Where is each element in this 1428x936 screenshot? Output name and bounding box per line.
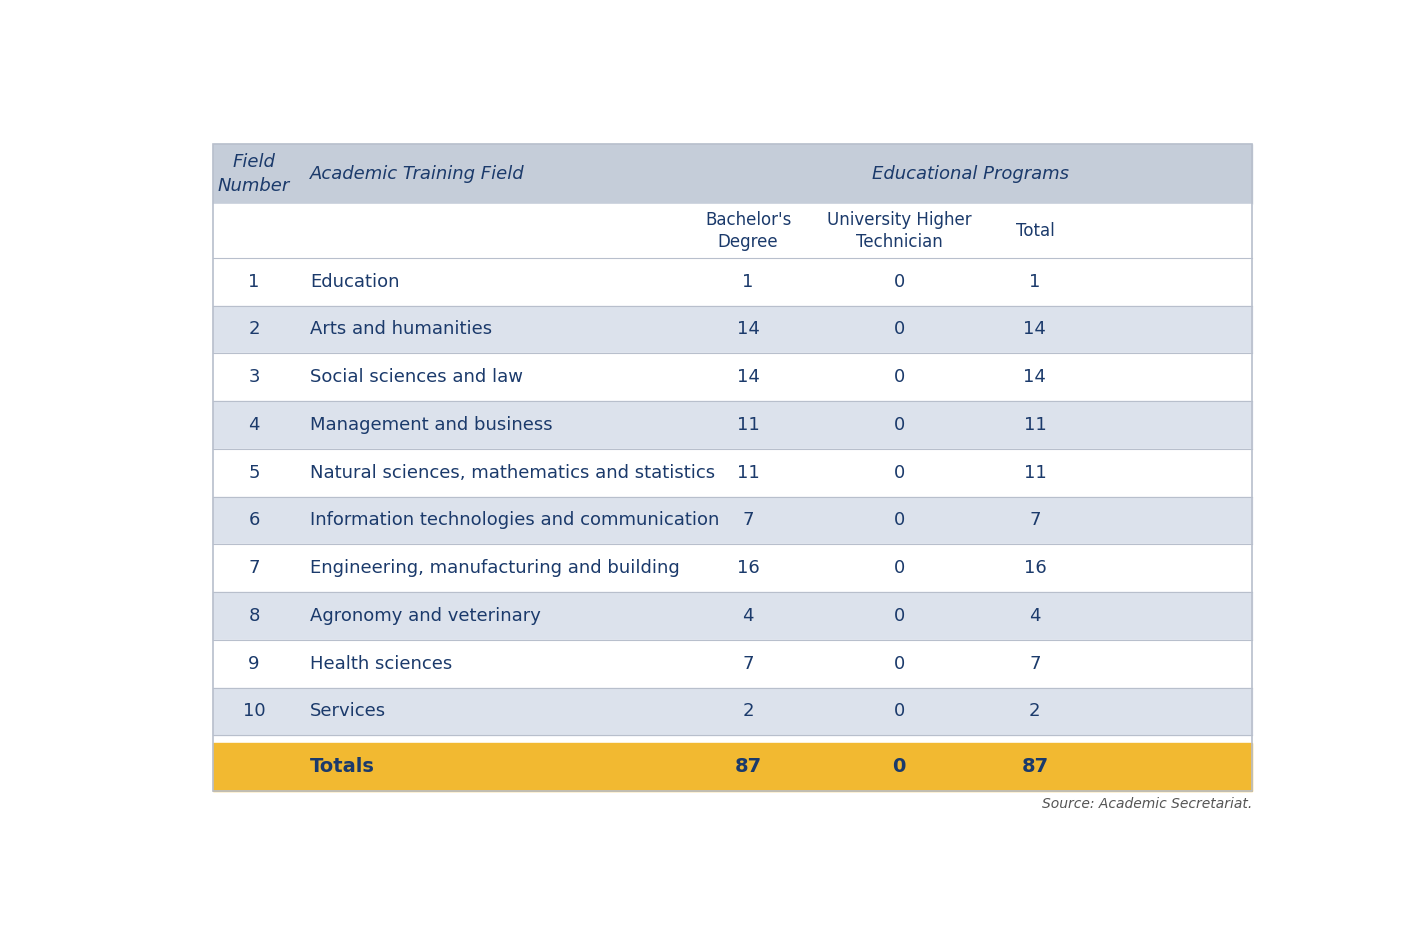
Text: 0: 0: [894, 463, 905, 482]
Text: 87: 87: [1021, 757, 1048, 776]
Text: 1: 1: [1030, 272, 1041, 291]
Text: 0: 0: [894, 368, 905, 387]
Text: 0: 0: [894, 416, 905, 434]
Text: 7: 7: [1030, 511, 1041, 530]
Text: 11: 11: [1024, 463, 1047, 482]
Text: 7: 7: [743, 654, 754, 673]
Text: Academic Training Field: Academic Training Field: [310, 165, 526, 183]
Text: 0: 0: [892, 757, 905, 776]
Text: 16: 16: [737, 559, 760, 578]
Text: Source: Academic Secretariat.: Source: Academic Secretariat.: [1041, 797, 1252, 811]
Text: Bachelor's
Degree: Bachelor's Degree: [705, 211, 791, 251]
Text: 14: 14: [737, 368, 760, 387]
Text: Health sciences: Health sciences: [310, 654, 453, 673]
Text: 2: 2: [1030, 702, 1041, 721]
Text: 0: 0: [894, 702, 905, 721]
Text: Arts and humanities: Arts and humanities: [310, 320, 493, 339]
Bar: [213, 353, 1252, 401]
Text: Total: Total: [1015, 222, 1054, 240]
Bar: [213, 743, 1252, 791]
Bar: [213, 144, 1252, 204]
Text: 9: 9: [248, 654, 260, 673]
Text: Information technologies and communication: Information technologies and communicati…: [310, 511, 720, 530]
Bar: [213, 401, 1252, 448]
Text: 10: 10: [243, 702, 266, 721]
Text: 2: 2: [248, 320, 260, 339]
Text: 14: 14: [737, 320, 760, 339]
Bar: [213, 305, 1252, 353]
Text: Engineering, manufacturing and building: Engineering, manufacturing and building: [310, 559, 680, 578]
Text: Totals: Totals: [310, 757, 376, 776]
Text: 87: 87: [734, 757, 761, 776]
Text: 11: 11: [737, 463, 760, 482]
Text: Services: Services: [310, 702, 387, 721]
Bar: [213, 204, 1252, 257]
Text: 7: 7: [743, 511, 754, 530]
Text: 0: 0: [894, 511, 905, 530]
Text: Field
Number: Field Number: [218, 154, 290, 195]
Text: 3: 3: [248, 368, 260, 387]
Text: Natural sciences, mathematics and statistics: Natural sciences, mathematics and statis…: [310, 463, 715, 482]
Text: 4: 4: [1030, 607, 1041, 625]
Text: 1: 1: [743, 272, 754, 291]
Text: 4: 4: [248, 416, 260, 434]
Bar: [213, 257, 1252, 305]
Bar: [213, 640, 1252, 688]
Text: 0: 0: [894, 272, 905, 291]
Text: 0: 0: [894, 607, 905, 625]
Bar: [213, 448, 1252, 497]
Bar: [213, 545, 1252, 592]
Text: Education: Education: [310, 272, 400, 291]
Text: 11: 11: [1024, 416, 1047, 434]
Bar: [213, 592, 1252, 640]
Text: 7: 7: [248, 559, 260, 578]
Text: 1: 1: [248, 272, 260, 291]
Text: 5: 5: [248, 463, 260, 482]
Bar: [213, 688, 1252, 736]
Text: 0: 0: [894, 320, 905, 339]
Text: 6: 6: [248, 511, 260, 530]
Text: Educational Programs: Educational Programs: [873, 165, 1070, 183]
Text: 11: 11: [737, 416, 760, 434]
Bar: [213, 497, 1252, 545]
Text: 4: 4: [743, 607, 754, 625]
Text: 16: 16: [1024, 559, 1047, 578]
Text: 7: 7: [1030, 654, 1041, 673]
Text: 8: 8: [248, 607, 260, 625]
Text: Social sciences and law: Social sciences and law: [310, 368, 523, 387]
Text: Agronomy and veterinary: Agronomy and veterinary: [310, 607, 541, 625]
Text: Management and business: Management and business: [310, 416, 553, 434]
Text: 14: 14: [1024, 368, 1047, 387]
Bar: [213, 144, 1252, 791]
Text: 0: 0: [894, 654, 905, 673]
Text: 2: 2: [743, 702, 754, 721]
Text: 0: 0: [894, 559, 905, 578]
Text: 14: 14: [1024, 320, 1047, 339]
Text: University Higher
Technician: University Higher Technician: [827, 211, 971, 251]
